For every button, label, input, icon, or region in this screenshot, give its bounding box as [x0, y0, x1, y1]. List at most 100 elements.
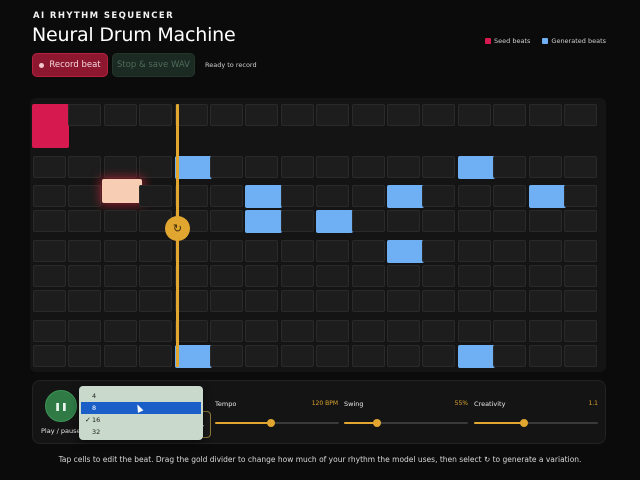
length-option[interactable]: 4 — [92, 392, 97, 400]
grid-cell[interactable] — [33, 156, 66, 178]
grid-cell[interactable] — [174, 320, 208, 342]
swing-slider[interactable] — [344, 419, 468, 427]
tempo-thumb[interactable] — [266, 419, 275, 427]
grid-cell[interactable] — [103, 290, 137, 312]
grid-cell[interactable] — [280, 210, 314, 232]
grid-cell[interactable] — [528, 240, 562, 262]
stop-save-button[interactable]: Stop & save WAV — [112, 53, 195, 77]
grid-cell[interactable] — [280, 156, 314, 178]
grid-cell-generated[interactable] — [174, 345, 212, 368]
grid-cell[interactable] — [457, 210, 491, 232]
grid-cell[interactable] — [528, 265, 562, 287]
grid-cell[interactable] — [280, 320, 314, 342]
grid-cell[interactable] — [422, 156, 456, 178]
grid-cell-seed[interactable] — [32, 104, 69, 148]
grid-cell[interactable] — [33, 345, 66, 367]
grid-cell[interactable] — [210, 265, 243, 287]
grid-cell[interactable] — [245, 320, 279, 342]
grid-cell[interactable] — [387, 156, 420, 178]
grid-cell[interactable] — [210, 290, 243, 312]
grid-cell[interactable] — [351, 210, 385, 232]
grid-cell[interactable] — [493, 210, 527, 232]
grid-cell[interactable] — [528, 345, 562, 367]
grid-cell[interactable] — [174, 104, 208, 126]
grid-cell-generated[interactable] — [174, 156, 212, 179]
creativity-slider[interactable] — [474, 419, 598, 427]
grid-cell[interactable] — [280, 104, 314, 126]
grid-cell[interactable] — [210, 156, 243, 178]
grid-cell[interactable] — [33, 320, 66, 342]
length-option[interactable]: 32 — [92, 428, 101, 436]
grid-cell[interactable] — [564, 185, 597, 207]
grid-cell-generated[interactable] — [245, 210, 283, 233]
swing-thumb[interactable] — [373, 419, 382, 427]
grid-cell[interactable] — [245, 265, 279, 287]
grid-cell[interactable] — [280, 240, 314, 262]
grid-cell[interactable] — [387, 265, 420, 287]
grid-cell[interactable] — [422, 320, 456, 342]
grid-cell[interactable] — [139, 345, 173, 367]
creativity-thumb[interactable] — [519, 419, 528, 427]
grid-cell-generated[interactable] — [245, 185, 283, 208]
grid-cell[interactable] — [457, 240, 491, 262]
grid-cell[interactable] — [280, 265, 314, 287]
grid-cell[interactable] — [564, 265, 597, 287]
grid-cell[interactable] — [210, 210, 243, 232]
grid-cell[interactable] — [139, 185, 173, 207]
grid-cell[interactable] — [351, 290, 385, 312]
grid-cell[interactable] — [387, 345, 420, 367]
grid-cell[interactable] — [493, 290, 527, 312]
grid-cell[interactable] — [280, 290, 314, 312]
grid-cell[interactable] — [564, 156, 597, 178]
grid-cell[interactable] — [316, 265, 350, 287]
grid-cell[interactable] — [68, 320, 102, 342]
grid-cell[interactable] — [139, 265, 173, 287]
grid-cell[interactable] — [316, 290, 350, 312]
grid-cell[interactable] — [564, 345, 597, 367]
grid-cell[interactable] — [422, 240, 456, 262]
grid-cell[interactable] — [68, 156, 102, 178]
grid-cell[interactable] — [316, 104, 350, 126]
grid-cell[interactable] — [33, 185, 66, 207]
grid-cell[interactable] — [528, 104, 562, 126]
grid-cell[interactable] — [316, 345, 350, 367]
grid-cell[interactable] — [493, 320, 527, 342]
grid-cell[interactable] — [351, 265, 385, 287]
grid-cell[interactable] — [564, 320, 597, 342]
grid-cell[interactable] — [316, 156, 350, 178]
grid-cell[interactable] — [528, 320, 562, 342]
grid-cell[interactable] — [103, 210, 137, 232]
grid-cell[interactable] — [174, 265, 208, 287]
grid-cell[interactable] — [564, 290, 597, 312]
grid-cell[interactable] — [174, 240, 208, 262]
grid-cell[interactable] — [528, 210, 562, 232]
tempo-slider[interactable] — [215, 419, 339, 427]
grid-cell[interactable] — [564, 104, 597, 126]
grid-cell-selected[interactable] — [101, 179, 142, 203]
grid-cell[interactable] — [33, 240, 66, 262]
grid-cell[interactable] — [103, 345, 137, 367]
record-button[interactable]: Record beat — [32, 53, 108, 77]
grid-cell[interactable] — [457, 320, 491, 342]
grid-cell[interactable] — [387, 210, 420, 232]
grid-cell[interactable] — [457, 265, 491, 287]
grid-cell[interactable] — [528, 290, 562, 312]
grid-cell[interactable] — [174, 290, 208, 312]
grid-cell[interactable] — [457, 185, 491, 207]
grid-cell[interactable] — [139, 290, 173, 312]
grid-cell[interactable] — [68, 185, 102, 207]
grid-cell-generated[interactable] — [457, 156, 495, 179]
grid-cell[interactable] — [139, 240, 173, 262]
grid-cell[interactable] — [33, 210, 66, 232]
grid-cell[interactable] — [528, 156, 562, 178]
grid-cell[interactable] — [387, 290, 420, 312]
play-pause-button[interactable]: ❚❚ — [45, 390, 77, 422]
length-option-selected[interactable]: ✓ 16 — [81, 414, 201, 426]
grid-cell[interactable] — [33, 290, 66, 312]
grid-cell[interactable] — [493, 156, 527, 178]
grid-cell[interactable] — [351, 240, 385, 262]
grid-cell[interactable] — [210, 104, 243, 126]
grid-cell[interactable] — [422, 104, 456, 126]
grid-cell[interactable] — [422, 345, 456, 367]
grid-cell[interactable] — [422, 185, 456, 207]
